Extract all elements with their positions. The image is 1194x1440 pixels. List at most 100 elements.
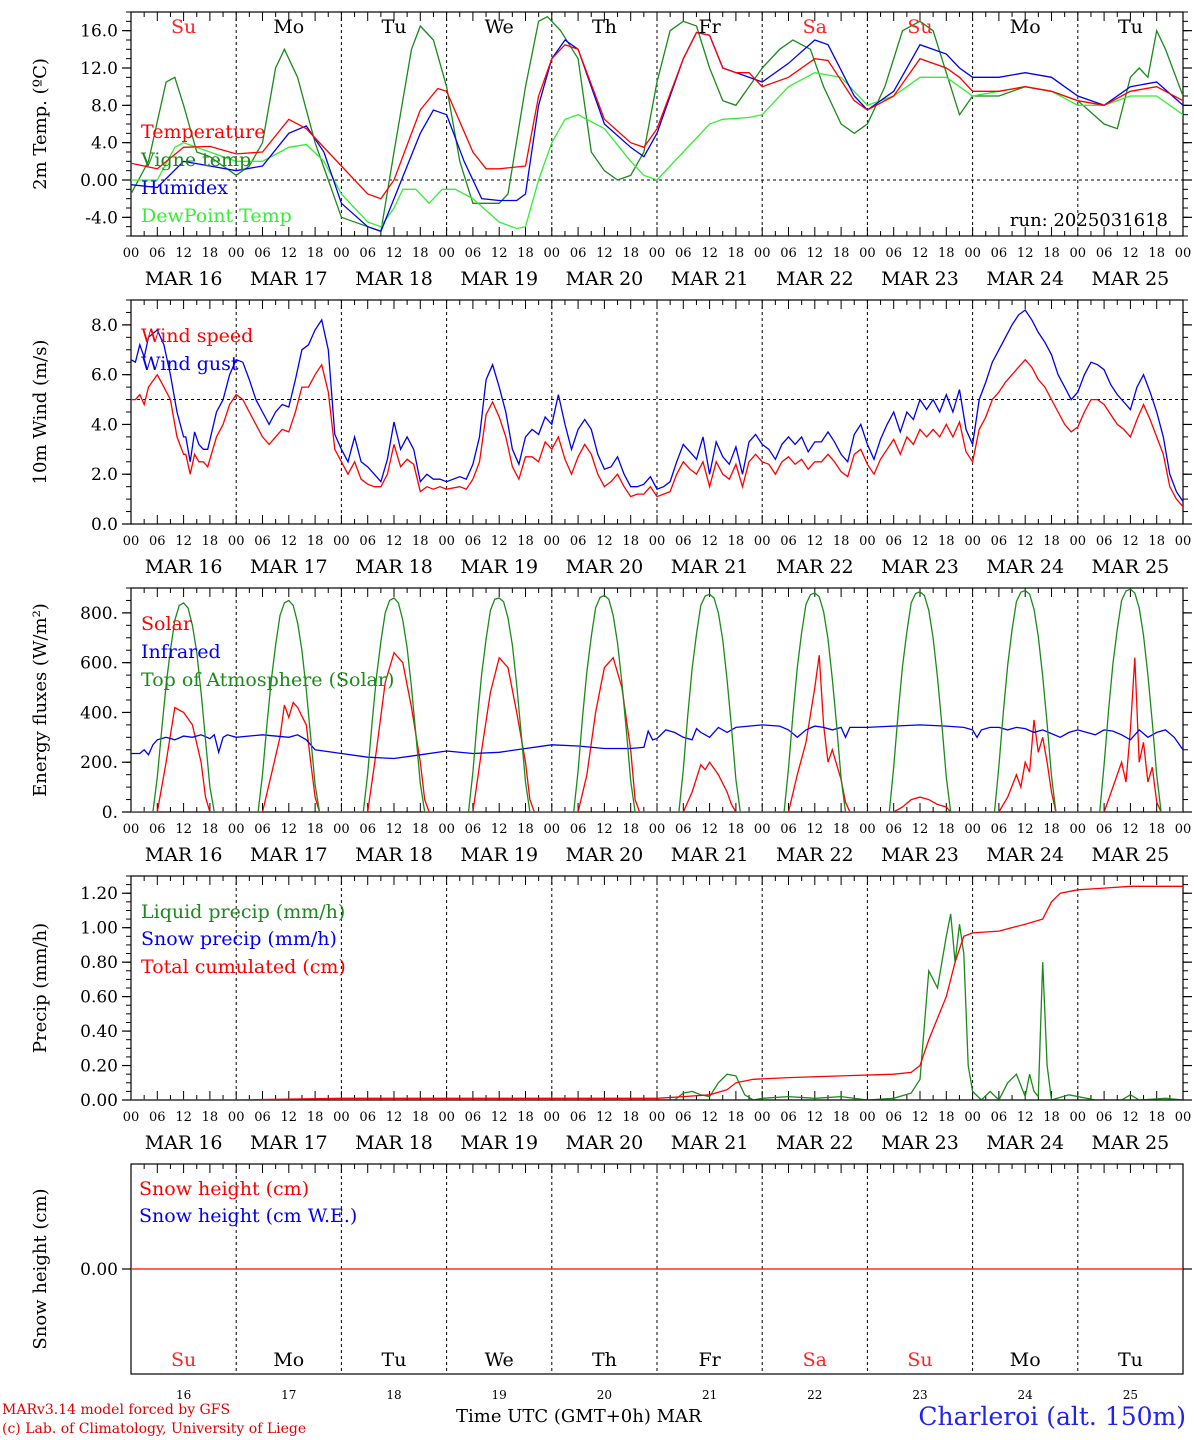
- hour-tick-label: 12: [807, 1110, 824, 1125]
- y-axis-label: Snow height (cm): [30, 1188, 51, 1349]
- y-tick-label: 1.00: [80, 919, 118, 939]
- hour-tick-label: 06: [149, 822, 166, 837]
- hour-tick-label: 12: [596, 1110, 613, 1125]
- hour-tick-label: 06: [570, 246, 587, 261]
- y-tick-label: 2.0: [91, 465, 118, 485]
- hour-tick-label: 12: [1017, 534, 1034, 549]
- day-number: 25: [1123, 1388, 1138, 1402]
- y-tick-label: 400.: [80, 703, 118, 723]
- hour-tick-label: 12: [1017, 822, 1034, 837]
- hour-tick-label: 00: [228, 1110, 245, 1125]
- date-label: MAR 21: [671, 844, 749, 866]
- plot-frame: [130, 11, 1184, 237]
- legend-entry: Snow height (cm): [139, 1178, 309, 1200]
- y-axis-label: Precip (mm/h): [30, 923, 51, 1053]
- hour-tick-label: 12: [701, 822, 718, 837]
- hour-tick-label: 06: [149, 1110, 166, 1125]
- y-tick-label: 6.0: [91, 366, 118, 386]
- date-label: MAR 22: [776, 1132, 854, 1154]
- hour-tick-label: 18: [1148, 534, 1165, 549]
- hour-tick-label: 00: [228, 246, 245, 261]
- day-abbr-bottom: Su: [907, 1349, 932, 1371]
- hour-tick-label: 06: [149, 246, 166, 261]
- hour-tick-label: 18: [833, 822, 850, 837]
- hour-tick-label: 06: [675, 534, 692, 549]
- hour-tick-label: 00: [754, 534, 771, 549]
- hour-tick-label: 18: [622, 822, 639, 837]
- hour-tick-label: 18: [938, 1110, 955, 1125]
- hour-tick-label: 06: [359, 822, 376, 837]
- day-number: 24: [1018, 1388, 1034, 1402]
- hour-tick-label: 00: [123, 1110, 140, 1125]
- hour-tick-label: 00: [859, 246, 876, 261]
- hour-tick-label: 00: [438, 534, 455, 549]
- date-label: MAR 20: [566, 268, 644, 290]
- y-tick-label: 0.80: [80, 953, 118, 973]
- day-abbr-top: Tu: [382, 16, 407, 38]
- series-line-temperature: [131, 31, 1183, 200]
- y-tick-label: 12.0: [80, 59, 118, 79]
- date-label: MAR 18: [355, 556, 433, 578]
- date-label: MAR 22: [776, 844, 854, 866]
- legend-entry: Top of Atmosphere (Solar): [141, 669, 394, 691]
- hour-tick-label: 18: [307, 246, 324, 261]
- date-label: MAR 20: [566, 556, 644, 578]
- hour-tick-label: 00: [754, 1110, 771, 1125]
- hour-tick-label: 12: [491, 246, 508, 261]
- day-number: 16: [176, 1388, 191, 1402]
- chart-panel-1: -4.0 0.00 4.0 8.0 12.0 16.0 2m Temp. (ºC) Tempe…: [30, 11, 1192, 290]
- hour-tick-label: 00: [649, 246, 666, 261]
- legend-entry: Liquid precip (mm/h): [141, 901, 345, 923]
- series-line-vigne-temp: [131, 15, 1183, 233]
- hour-tick-label: 18: [412, 534, 429, 549]
- hour-tick-label: 18: [1043, 1110, 1060, 1125]
- day-abbr-top: Mo: [273, 16, 304, 38]
- hour-tick-label: 12: [281, 246, 298, 261]
- legend-entry: Solar: [141, 613, 193, 635]
- y-tick-label: 0.60: [80, 988, 118, 1008]
- date-label: MAR 17: [250, 844, 328, 866]
- hour-tick-label: 00: [544, 534, 561, 549]
- y-tick-label: 8.0: [91, 316, 118, 336]
- hour-tick-label: 12: [281, 1110, 298, 1125]
- hour-tick-label: 18: [412, 822, 429, 837]
- hour-tick-label: 06: [885, 822, 902, 837]
- series-line-infrared: [131, 724, 1183, 760]
- time-label: Time UTC (GMT+0h): [456, 1406, 651, 1427]
- date-label: MAR 23: [881, 1132, 959, 1154]
- hour-tick-label: 18: [1043, 246, 1060, 261]
- y-tick-label: 600.: [80, 654, 118, 674]
- date-label: MAR 16: [145, 844, 223, 866]
- y-tick-label: 200.: [80, 753, 118, 773]
- hour-tick-label: 12: [1122, 246, 1139, 261]
- legend-entry: Wind gust: [141, 353, 239, 375]
- hour-tick-label: 00: [333, 534, 350, 549]
- hour-tick-label: 00: [964, 534, 981, 549]
- hour-tick-label: 12: [175, 822, 192, 837]
- hour-tick-label: 18: [517, 822, 534, 837]
- series-line-wind-speed: [131, 358, 1183, 508]
- legend-entry: Snow precip (mm/h): [141, 928, 337, 950]
- day-abbr-top: Th: [592, 16, 617, 38]
- hour-tick-label: 18: [202, 246, 219, 261]
- date-label: MAR 20: [566, 1132, 644, 1154]
- hour-tick-label: 00: [754, 822, 771, 837]
- hour-tick-label: 18: [1043, 822, 1060, 837]
- hour-tick-label: 06: [675, 246, 692, 261]
- hour-tick-label: 00: [1175, 1110, 1192, 1125]
- y-axis-label: Energy fluxes (W/m²): [30, 603, 51, 797]
- y-tick-label: 800.: [80, 604, 118, 624]
- y-tick-label: 4.0: [91, 415, 118, 435]
- hour-tick-label: 00: [859, 822, 876, 837]
- y-tick-label: 0.00: [80, 1260, 118, 1280]
- date-label: MAR 17: [250, 556, 328, 578]
- hour-tick-label: 06: [780, 534, 797, 549]
- y-tick-label: 0.00: [80, 1091, 118, 1111]
- hour-tick-label: 18: [728, 534, 745, 549]
- hour-tick-label: 00: [859, 1110, 876, 1125]
- hour-tick-label: 12: [701, 534, 718, 549]
- date-label: MAR 25: [1092, 268, 1170, 290]
- hour-tick-label: 00: [1070, 534, 1087, 549]
- day-abbr-top: Su: [907, 16, 932, 38]
- hour-tick-label: 06: [359, 534, 376, 549]
